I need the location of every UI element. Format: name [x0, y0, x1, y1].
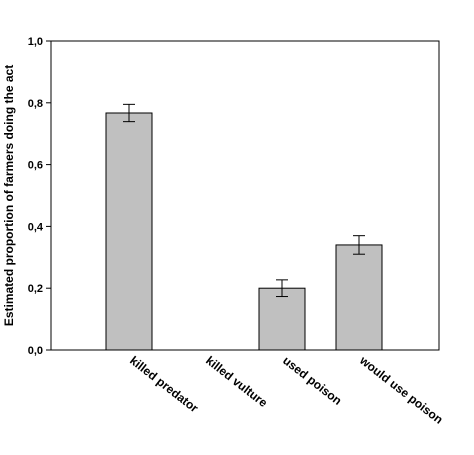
- y-axis-title: Estimated proportion of farmers doing th…: [2, 65, 16, 326]
- y-tick-label: 0,0: [28, 345, 43, 357]
- x-category-label: would use poison: [356, 353, 445, 427]
- y-tick-label: 1,0: [28, 36, 43, 48]
- y-axis-ticks: 0,0 0,2 0,4 0,6 0,8 1,0: [28, 36, 51, 357]
- plot-area-frame: [50, 40, 440, 351]
- x-category-label: killed predator: [127, 353, 201, 415]
- bar-would-use-poison: [335, 244, 383, 351]
- y-tick-label: 0,4: [28, 221, 44, 233]
- y-tick-label: 0,2: [28, 283, 43, 295]
- y-tick-label: 0,8: [28, 98, 43, 110]
- y-tick-label: 0,6: [28, 160, 43, 172]
- x-category-label: used poison: [280, 353, 344, 408]
- bar-used-poison: [258, 287, 306, 351]
- bars-group: [105, 112, 383, 351]
- error-bars-group: [123, 103, 365, 298]
- x-axis-labels: killed predator killed vulture used poison…: [127, 353, 445, 427]
- x-category-label: killed vulture: [203, 353, 270, 410]
- bar-killed-predator: [105, 112, 153, 351]
